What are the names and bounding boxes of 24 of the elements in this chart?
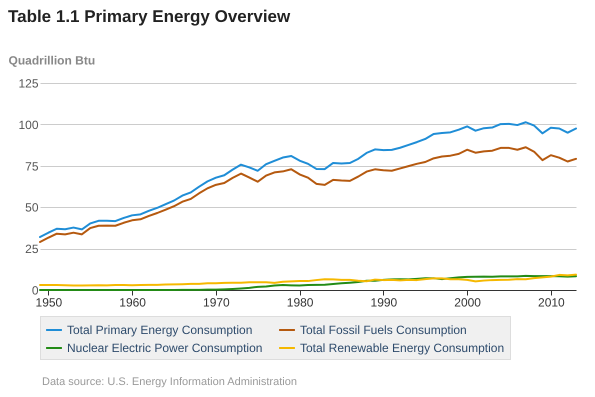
y-tick-label: 50 bbox=[25, 200, 39, 215]
x-tick-label: 1980 bbox=[286, 296, 314, 310]
line-series bbox=[39, 121, 577, 238]
chart-title: Table 1.1 Primary Energy Overview bbox=[8, 7, 291, 26]
line-series bbox=[39, 146, 577, 243]
line-series bbox=[39, 274, 577, 287]
legend-label: Nuclear Electric Power Consumption bbox=[67, 341, 262, 355]
line-series bbox=[39, 274, 577, 291]
legend-label: Total Primary Energy Consumption bbox=[67, 323, 252, 337]
y-tick-label: 100 bbox=[18, 118, 39, 132]
x-tick-label: 2000 bbox=[454, 296, 482, 310]
x-tick-label: 2010 bbox=[538, 296, 566, 310]
legend-label: Total Renewable Energy Consumption bbox=[300, 341, 504, 355]
y-tick-label: 25 bbox=[25, 242, 39, 256]
y-axis-title: Quadrillion Btu bbox=[8, 54, 96, 68]
x-tick-label: 1970 bbox=[203, 296, 230, 310]
source-note: Data source: U.S. Energy Information Administration bbox=[42, 376, 297, 388]
legend-label: Total Fossil Fuels Consumption bbox=[300, 323, 467, 337]
y-tick-label: 75 bbox=[25, 159, 39, 174]
y-tick-label: 125 bbox=[18, 76, 39, 90]
y-tick-label: 0 bbox=[32, 284, 39, 298]
x-tick-label: 1950 bbox=[36, 296, 63, 310]
x-tick-label: 1960 bbox=[119, 296, 146, 310]
x-tick-label: 1990 bbox=[370, 296, 398, 310]
